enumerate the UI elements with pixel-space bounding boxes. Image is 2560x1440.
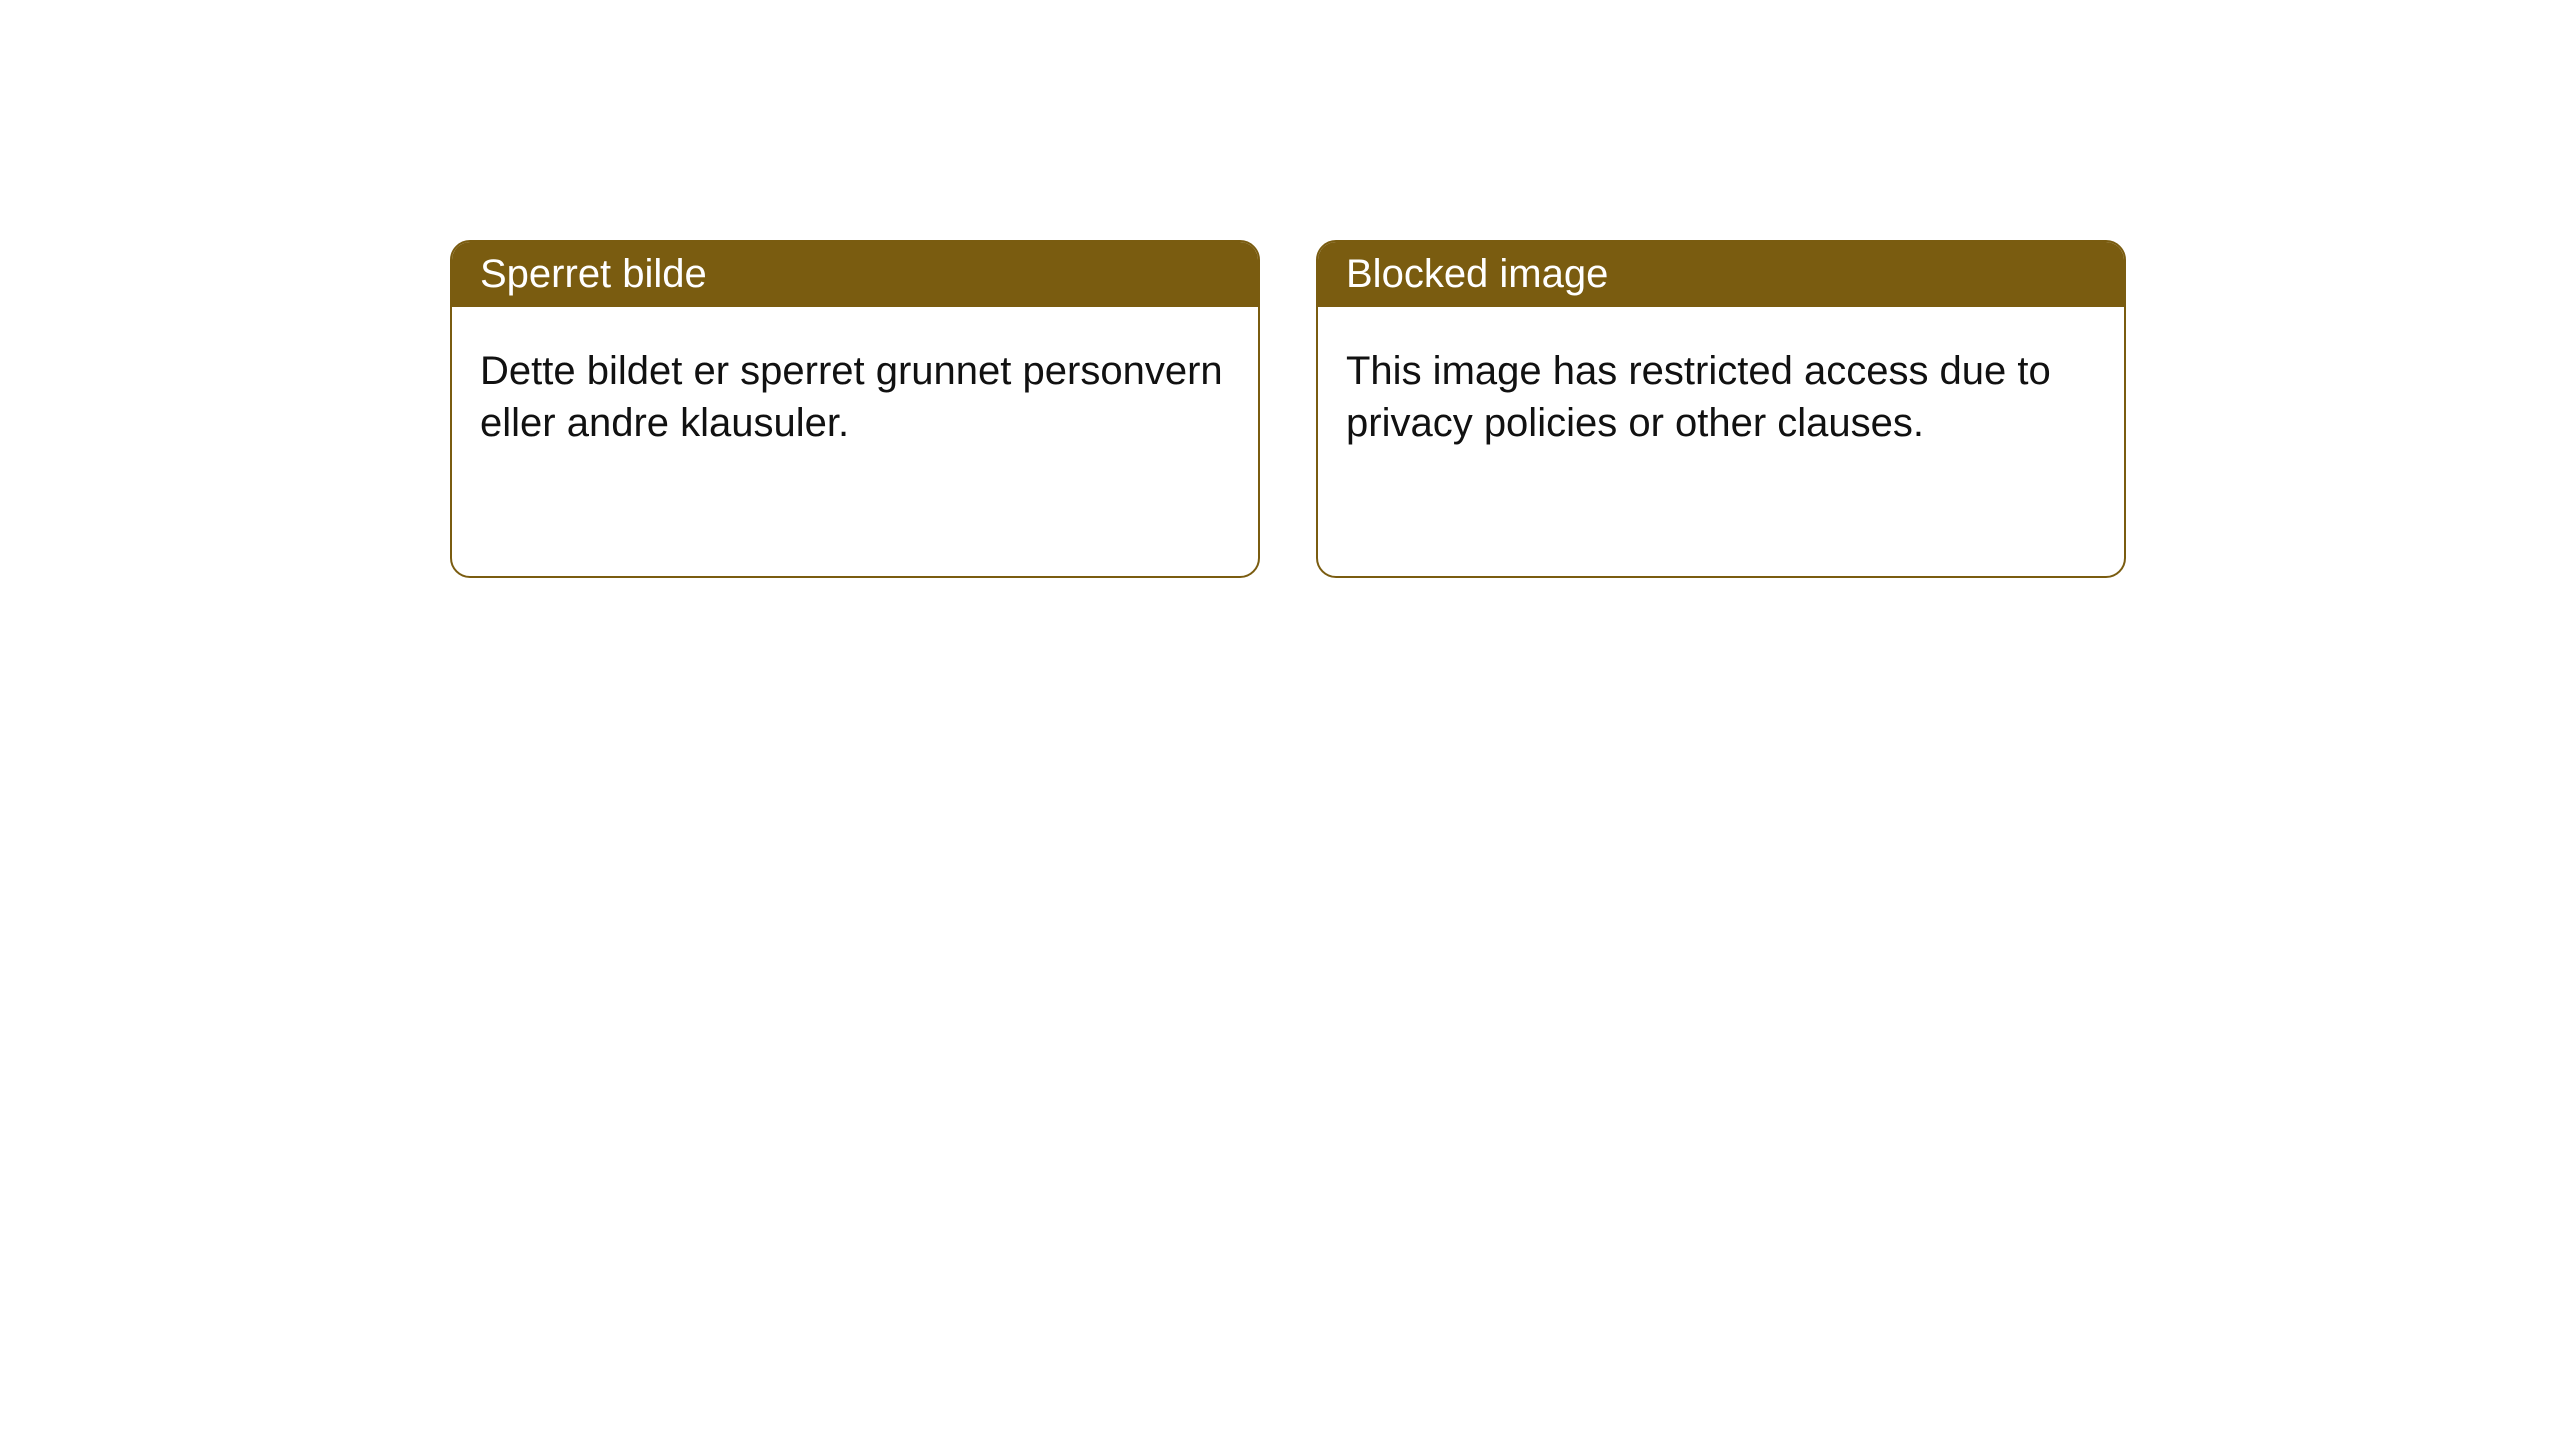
notice-cards-container: Sperret bilde Dette bildet er sperret gr… (0, 0, 2560, 578)
card-title: Blocked image (1346, 252, 1608, 296)
card-header: Sperret bilde (452, 242, 1258, 307)
card-body: This image has restricted access due to … (1318, 307, 2124, 487)
card-header: Blocked image (1318, 242, 2124, 307)
notice-card-norwegian: Sperret bilde Dette bildet er sperret gr… (450, 240, 1260, 578)
card-body: Dette bildet er sperret grunnet personve… (452, 307, 1258, 487)
notice-card-english: Blocked image This image has restricted … (1316, 240, 2126, 578)
card-body-text: This image has restricted access due to … (1346, 349, 2051, 445)
card-title: Sperret bilde (480, 252, 707, 296)
card-body-text: Dette bildet er sperret grunnet personve… (480, 349, 1223, 445)
